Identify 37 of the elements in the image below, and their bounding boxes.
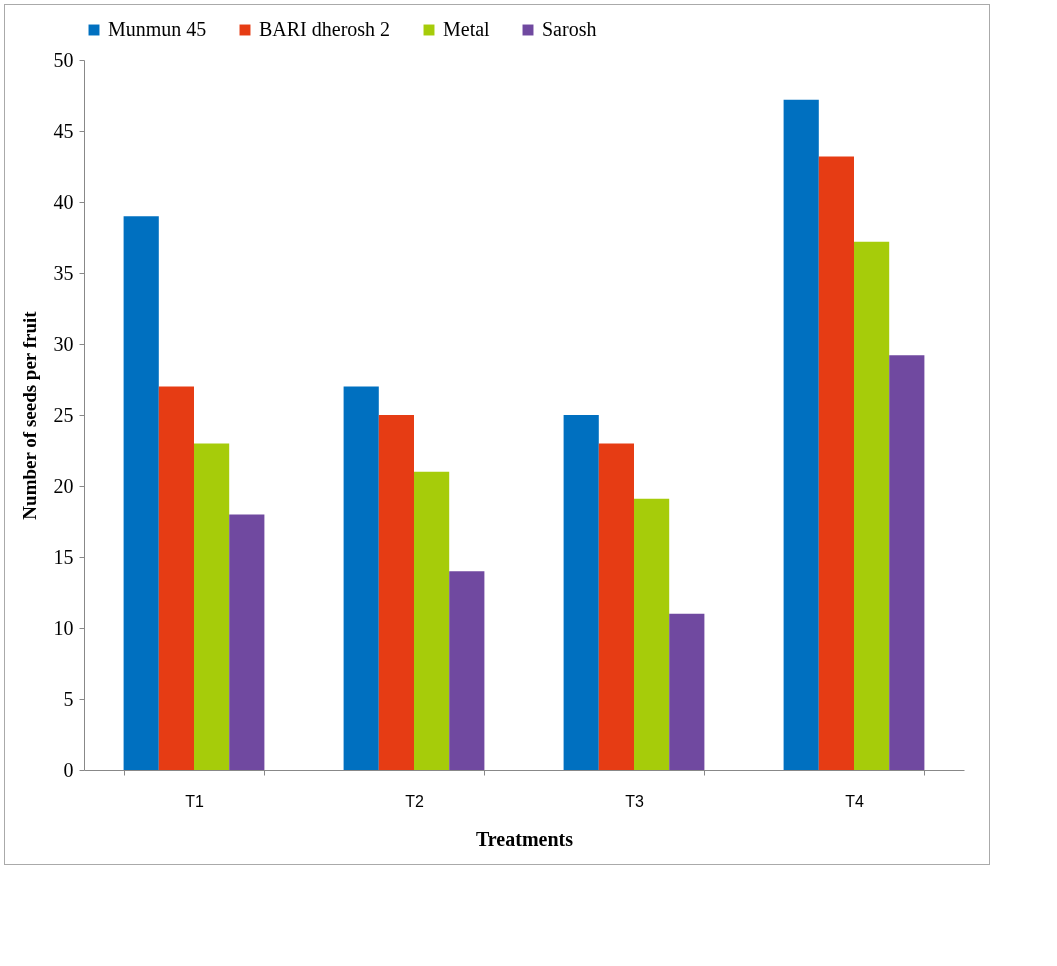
y-tick-label: 0 (63, 758, 74, 781)
bar (158, 386, 194, 770)
bar (449, 571, 485, 770)
legend-label: BARI dherosh 2 (259, 18, 391, 40)
y-tick-label: 40 (53, 190, 74, 213)
x-axis-title: Treatments (475, 827, 574, 850)
legend-label: Munmun 45 (108, 18, 207, 40)
bar (889, 355, 925, 770)
x-tick-label: T1 (185, 792, 204, 810)
bar (563, 415, 599, 770)
bar (123, 216, 159, 770)
bar (194, 443, 230, 770)
y-tick-label: 50 (53, 48, 74, 71)
legend-label: Sarosh (542, 18, 597, 40)
bar (378, 415, 414, 770)
bar (343, 386, 379, 770)
bar (669, 613, 705, 770)
bar (598, 443, 634, 770)
legend-label: Metal (443, 18, 491, 40)
y-tick-label: 35 (53, 261, 74, 284)
bar (229, 514, 265, 770)
y-tick-label: 30 (53, 332, 74, 355)
y-tick-label: 25 (53, 403, 74, 426)
y-tick-label: 10 (53, 616, 74, 639)
bar (854, 241, 890, 770)
y-tick-label: 20 (53, 474, 74, 497)
y-axis-title: Number of seeds per fruit (18, 310, 40, 520)
y-tick-label: 45 (53, 119, 74, 142)
bar (634, 498, 670, 770)
y-tick-label: 15 (53, 545, 74, 568)
bar (818, 156, 854, 770)
y-tick-label: 5 (63, 687, 74, 710)
x-tick-label: T2 (405, 792, 424, 810)
bar (414, 471, 450, 770)
bar (783, 99, 819, 770)
x-tick-label: T3 (625, 792, 644, 810)
x-tick-label: T4 (845, 792, 864, 810)
